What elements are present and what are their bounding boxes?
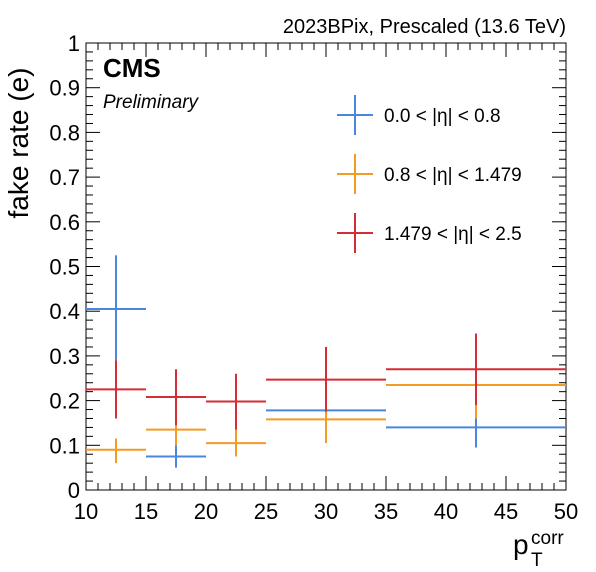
y-tick-label: 1 [68, 31, 80, 56]
run-label: 2023BPix, Prescaled (13.6 TeV) [283, 16, 566, 38]
legend-entry-1: 0.8 < |η| < 1.479 [337, 154, 522, 194]
y-tick-label: 0.8 [49, 120, 80, 145]
y-tick-label: 0.3 [49, 344, 80, 369]
x-tick-label: 45 [494, 499, 518, 524]
x-tick-label: 50 [554, 499, 578, 524]
preliminary-label: Preliminary [103, 92, 200, 113]
y-tick-label: 0.5 [49, 255, 80, 280]
x-axis-title-main: p [513, 529, 529, 560]
x-tick-label: 35 [374, 499, 398, 524]
y-tick-label: 0.1 [49, 433, 80, 458]
y-tick-label: 0.7 [49, 165, 80, 190]
y-tick-label: 0.6 [49, 210, 80, 235]
x-axis-title-sup: corr [531, 528, 564, 549]
cms-label: CMS [103, 53, 161, 83]
legend-label: 0.0 < |η| < 0.8 [384, 106, 501, 127]
y-tick-label: 0.4 [49, 299, 80, 324]
series-2 [86, 333, 566, 430]
legend-entry-0: 0.0 < |η| < 0.8 [337, 95, 501, 135]
legend-label: 1.479 < |η| < 2.5 [384, 224, 522, 245]
x-axis-title: p corr T [513, 528, 564, 571]
y-tick-label: 0.2 [49, 389, 80, 414]
y-axis-title: fake rate (e) [3, 68, 34, 219]
y-tick-label: 0 [68, 478, 80, 503]
x-tick-label: 10 [74, 499, 98, 524]
x-axis-title-sub: T [531, 550, 543, 571]
y-tick-label: 0.9 [49, 76, 80, 101]
legend-entry-2: 1.479 < |η| < 2.5 [337, 213, 522, 253]
x-tick-label: 25 [254, 499, 278, 524]
x-tick-label: 40 [434, 499, 458, 524]
x-tick-label: 30 [314, 499, 338, 524]
legend-label: 0.8 < |η| < 1.479 [384, 165, 522, 186]
legend: 0.0 < |η| < 0.8 0.8 < |η| < 1.479 1.479 < … [337, 95, 522, 253]
x-tick-label: 15 [134, 499, 158, 524]
plot-area: 10 15 20 25 30 35 40 45 50 0 0.1 0.2 0.3 0.4 0.5 0.6 0.7… [49, 31, 578, 524]
x-tick-label: 20 [194, 499, 218, 524]
